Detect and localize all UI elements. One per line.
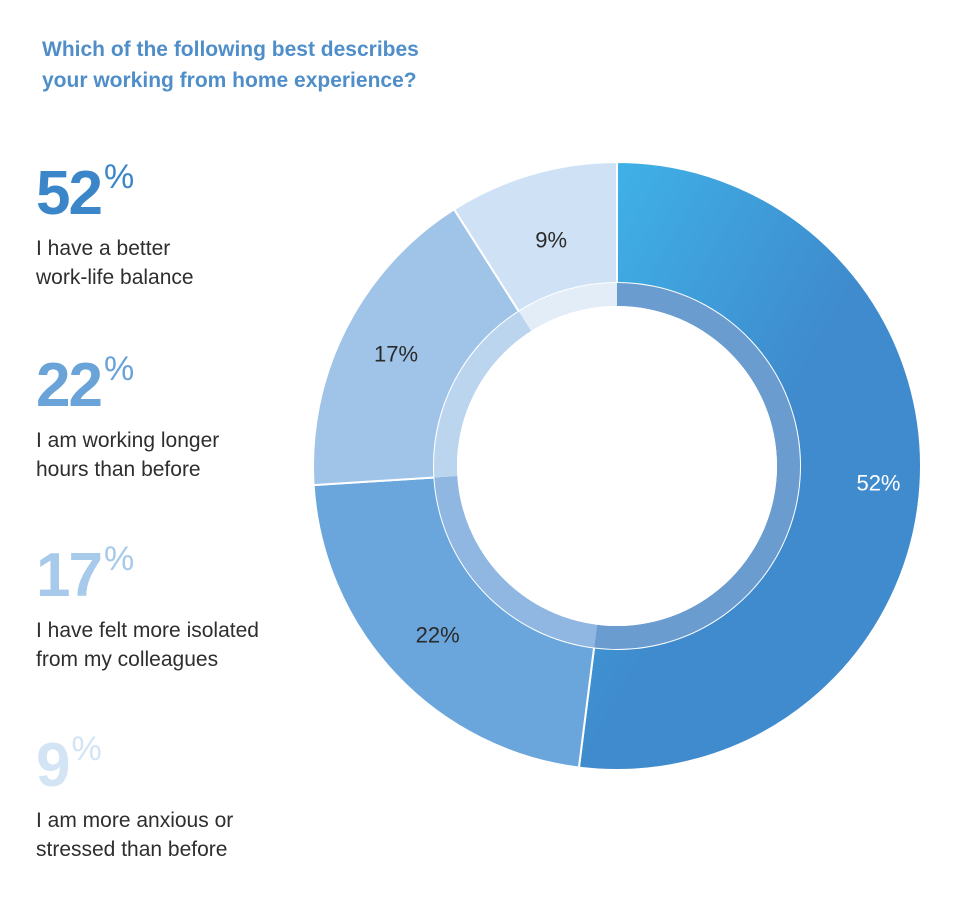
legend-description-line-1: I have a better [36, 237, 171, 260]
outer-ring [312, 160, 922, 771]
chart-title: Which of the following best describes yo… [42, 34, 562, 96]
legend-value-number: 22 [36, 351, 103, 420]
slice-label-longer-hours: 22% [416, 622, 460, 647]
legend-description-line-1: I am working longer [36, 429, 220, 452]
chart-title-line-1: Which of the following best describes [42, 38, 419, 61]
legend-description-line-2: hours than before [36, 458, 201, 481]
donut-hole [457, 306, 777, 626]
legend-big-value: 22% [36, 351, 326, 420]
slice-label-isolated: 17% [374, 341, 418, 366]
legend-item-work-life-balance: 52% I have a better work-life balance [36, 159, 326, 292]
legend-item-anxious: 9% I am more anxious or stressed than be… [36, 731, 326, 864]
inner-ring-anxious [518, 283, 617, 331]
legend-value-number: 9 [36, 731, 71, 800]
legend-percent-sign: % [103, 540, 135, 578]
inner-ring-isolated [434, 311, 532, 478]
inner-ring-longer-hours [434, 476, 597, 648]
legend-description-line-2: stressed than before [36, 838, 228, 861]
legend-percent-sign: % [71, 730, 102, 768]
legend-big-value: 9% [36, 731, 326, 800]
legend-description: I have felt more isolated from my collea… [36, 616, 326, 674]
legend-description: I am working longer hours than before [36, 426, 326, 484]
legend-description: I am more anxious or stressed than befor… [36, 806, 326, 864]
legend-value-number: 52 [36, 159, 103, 228]
legend-description-line-1: I am more anxious or [36, 809, 234, 832]
slice-labels: 52% 22% 17% 9% [374, 227, 900, 647]
legend-percent-sign: % [103, 350, 135, 388]
legend-description: I have a better work-life balance [36, 234, 326, 292]
legend-item-isolated: 17% I have felt more isolated from my co… [36, 541, 326, 674]
slice-label-anxious: 9% [535, 227, 567, 252]
legend-value-number: 17 [36, 541, 103, 610]
inner-ring [434, 283, 800, 649]
slice-label-work-life-balance: 52% [856, 470, 900, 495]
legend-description-line-1: I have felt more isolated [36, 619, 259, 642]
chart-title-line-2: your working from home experience? [42, 69, 417, 92]
legend-item-longer-hours: 22% I am working longer hours than befor… [36, 351, 326, 484]
legend-big-value: 52% [36, 159, 326, 228]
legend-percent-sign: % [103, 158, 135, 196]
legend-big-value: 17% [36, 541, 326, 610]
legend-description-line-2: work-life balance [36, 266, 194, 289]
legend-description-line-2: from my colleagues [36, 648, 219, 671]
inner-ring-work-life-balance [594, 283, 800, 649]
